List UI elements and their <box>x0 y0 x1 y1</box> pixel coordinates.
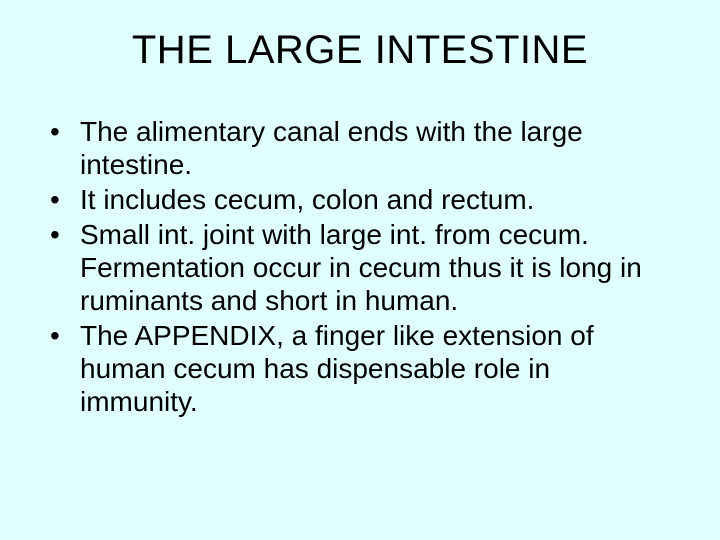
bullet-list: The alimentary canal ends with the large… <box>30 115 690 418</box>
list-item: It includes cecum, colon and rectum. <box>50 183 670 216</box>
list-item: The alimentary canal ends with the large… <box>50 115 670 181</box>
slide: THE LARGE INTESTINE The alimentary canal… <box>0 0 720 540</box>
list-item: Small int. joint with large int. from ce… <box>50 218 670 317</box>
slide-title: THE LARGE INTESTINE <box>30 28 690 73</box>
list-item: The APPENDIX, a finger like extension of… <box>50 319 670 418</box>
